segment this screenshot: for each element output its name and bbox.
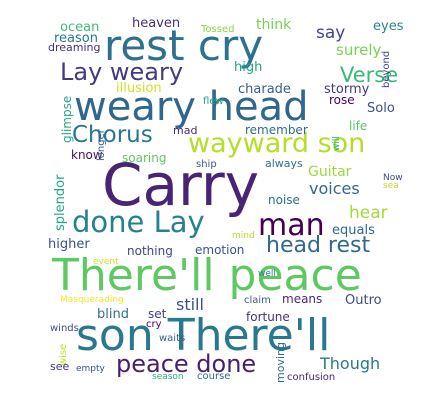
word: Guitar xyxy=(308,164,352,180)
word: peace done xyxy=(116,350,256,378)
word: event xyxy=(93,257,119,267)
word: rose xyxy=(329,93,355,107)
word: still xyxy=(176,295,204,314)
word: surely xyxy=(336,41,382,59)
word: illusion xyxy=(116,81,162,96)
word: higher xyxy=(48,237,90,252)
word: Masquerading xyxy=(60,295,124,305)
word: Carry xyxy=(102,151,259,219)
word: noise xyxy=(268,193,300,207)
word: Now xyxy=(383,173,403,183)
word: weary head xyxy=(74,84,309,130)
word: hear xyxy=(349,203,388,223)
word: emotion xyxy=(195,243,244,257)
word: life xyxy=(349,119,367,133)
word: equals xyxy=(332,223,375,238)
word: nothing xyxy=(127,244,173,258)
word: well xyxy=(258,269,276,279)
word: head rest xyxy=(266,233,370,258)
word: soaring xyxy=(122,151,166,165)
word: waits xyxy=(159,333,185,344)
word: ship xyxy=(196,159,217,170)
word: Tossed xyxy=(200,24,234,35)
word: Lay weary xyxy=(60,58,183,86)
word: say xyxy=(316,23,345,43)
word: done Lay xyxy=(72,205,205,239)
word: sea xyxy=(383,181,399,191)
word: blind xyxy=(97,307,129,322)
word: cry xyxy=(146,319,162,330)
word: splendor xyxy=(53,174,68,231)
word: man xyxy=(258,208,325,243)
word: means xyxy=(282,292,322,306)
word: Verse xyxy=(340,63,398,87)
word: reason xyxy=(54,31,98,46)
word: know xyxy=(71,148,103,162)
word: see xyxy=(50,360,69,373)
word: claim xyxy=(244,295,271,306)
word: There'll peace xyxy=(51,250,362,301)
word: son There'll xyxy=(76,310,330,361)
word: Solo xyxy=(367,101,395,116)
word: dreaming xyxy=(48,41,101,54)
word: fortune xyxy=(246,310,290,324)
word: Chorus xyxy=(72,122,153,148)
word: stormy xyxy=(324,82,370,97)
word: always xyxy=(265,157,303,170)
word: flew xyxy=(203,96,224,107)
word: winds xyxy=(50,323,79,334)
word: voices xyxy=(309,179,360,198)
word: longer xyxy=(96,128,107,161)
word: Outro xyxy=(345,293,382,308)
word: mind xyxy=(232,231,255,241)
word: ocean xyxy=(60,20,99,35)
word: confusion xyxy=(287,372,335,383)
word: mad xyxy=(173,124,197,137)
word: beyond xyxy=(381,51,392,88)
word: high xyxy=(234,60,262,75)
word: rest cry xyxy=(104,21,263,70)
word: set xyxy=(148,307,167,321)
word: heaven xyxy=(132,16,180,31)
word: moving xyxy=(274,342,287,383)
word: wayward son xyxy=(188,128,365,159)
word: glimpse xyxy=(60,96,74,143)
word: think xyxy=(256,17,292,33)
word: empty xyxy=(76,364,106,374)
word: wise xyxy=(58,344,69,366)
word: will xyxy=(332,136,342,151)
word: eyes xyxy=(373,19,404,34)
word: remember xyxy=(245,123,308,137)
word: course xyxy=(197,371,230,382)
word: charade xyxy=(238,82,291,97)
word: season xyxy=(152,372,184,382)
word: Though xyxy=(319,354,380,373)
